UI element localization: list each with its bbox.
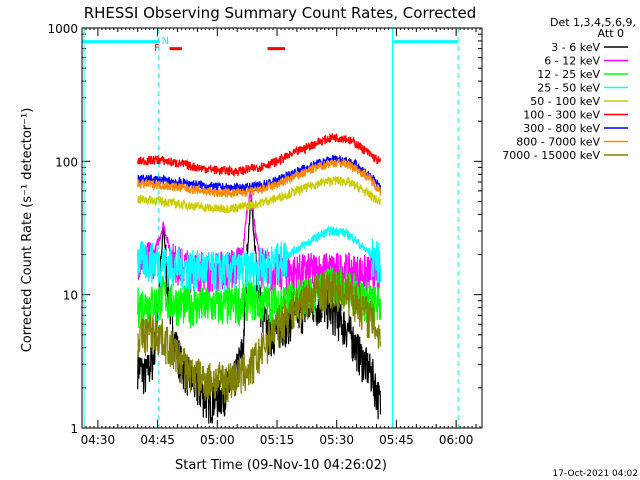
legend-entry-label: 3 - 6 keV xyxy=(551,41,600,54)
series-line xyxy=(137,154,382,195)
legend-header-line-2: Att 0 xyxy=(598,27,624,40)
series-line xyxy=(137,270,382,404)
series-line xyxy=(137,158,382,199)
y-tick-label: 1 xyxy=(70,422,78,436)
chart-title: RHESSI Observing Summary Count Rates, Co… xyxy=(84,4,477,22)
footer-timestamp: 17-Oct-2021 04:02 xyxy=(553,469,638,479)
plot-area: 1 10 100 1000 04:30 04:45 05:00 05:15 05:30 05:45… xyxy=(47,22,482,447)
series-line xyxy=(137,133,382,178)
x-tick-label: 05:15 xyxy=(260,433,295,447)
legend-entry-label: 7000 - 15000 keV xyxy=(502,149,600,162)
plot-frame xyxy=(81,27,483,429)
legend-entry-label: 25 - 50 keV xyxy=(537,82,600,95)
legend-entry-label: 800 - 7000 keV xyxy=(516,136,600,149)
legend-entry-label: 12 - 25 keV xyxy=(537,68,600,81)
y-tick-label: 1000 xyxy=(47,22,78,36)
y-tick-label: 10 xyxy=(63,289,78,303)
flag-marker-label: F xyxy=(154,43,160,54)
legend-entry-label: 50 - 100 keV xyxy=(530,95,600,108)
x-tick-label: 05:45 xyxy=(379,433,414,447)
x-tick-label: 06:00 xyxy=(439,433,474,447)
series-line xyxy=(137,225,382,294)
legend-entry-label: 100 - 300 keV xyxy=(523,109,600,122)
y-axis-label: Corrected Count Rate (s⁻¹ detector⁻¹) xyxy=(20,108,35,353)
y-tick-label: 100 xyxy=(55,155,78,169)
x-tick-label: 04:45 xyxy=(140,433,175,447)
legend-entry-label: 6 - 12 keV xyxy=(544,55,600,68)
x-tick-label: 04:30 xyxy=(81,433,116,447)
x-axis-label: Start Time (09-Nov-10 04:26:02) xyxy=(175,458,387,473)
x-tick-label: 05:00 xyxy=(200,433,235,447)
series-line xyxy=(137,190,382,298)
series-line xyxy=(137,175,382,214)
x-tick-label: 05:30 xyxy=(319,433,354,447)
flag-marker-label: N xyxy=(161,36,168,47)
legend-header-line-1: Det 1,3,4,5,6,9, xyxy=(550,16,636,29)
legend-entry-label: 300 - 800 keV xyxy=(523,122,600,135)
